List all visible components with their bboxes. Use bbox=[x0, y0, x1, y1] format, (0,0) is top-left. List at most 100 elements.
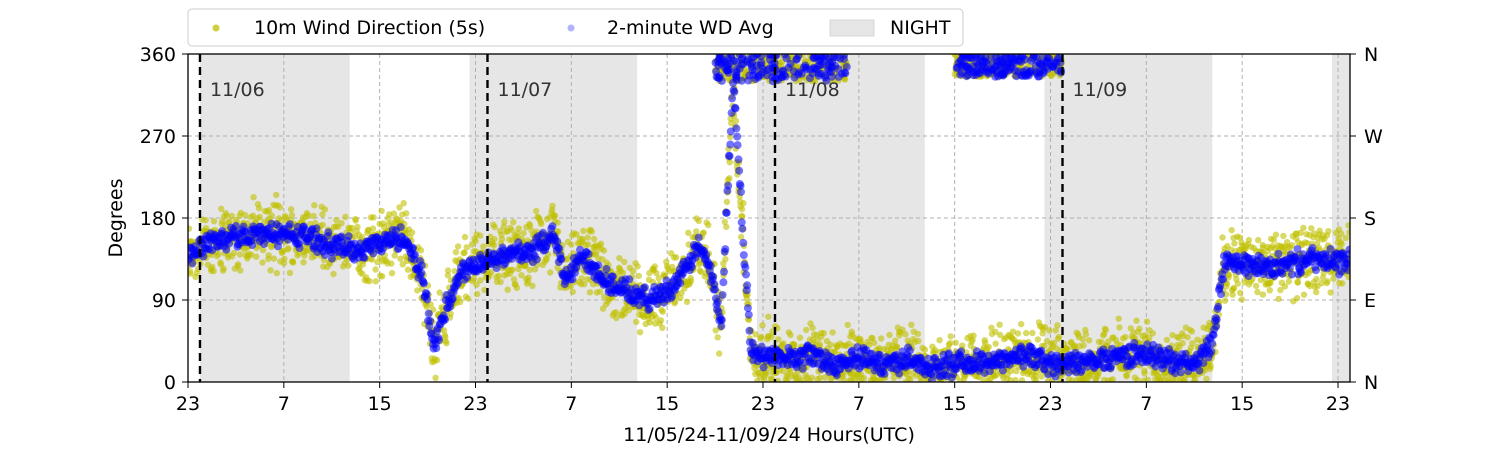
series-0-point bbox=[816, 341, 824, 348]
series-0-point bbox=[739, 213, 746, 220]
series-0-point bbox=[573, 231, 580, 238]
series-1-point bbox=[730, 87, 739, 96]
series-1-north-point bbox=[797, 69, 806, 78]
series-0-point bbox=[1252, 282, 1260, 290]
series-0-point bbox=[779, 367, 787, 375]
series-0-point bbox=[820, 330, 827, 337]
series-1-point bbox=[295, 244, 304, 252]
series-0-point bbox=[202, 217, 209, 224]
series-0-point bbox=[992, 328, 999, 336]
series-0-point bbox=[1330, 275, 1337, 282]
series-0-point bbox=[319, 211, 326, 218]
series-0-point bbox=[886, 331, 893, 339]
series-0-point bbox=[554, 219, 561, 226]
series-0-point bbox=[808, 374, 815, 381]
series-0-point bbox=[593, 249, 600, 256]
series-0-point bbox=[722, 256, 729, 263]
series-1-point bbox=[594, 261, 603, 270]
series-0-point bbox=[1338, 241, 1345, 248]
series-0-point bbox=[759, 322, 766, 329]
series-0-point bbox=[397, 255, 404, 262]
series-1-point bbox=[732, 124, 741, 133]
series-1-point bbox=[1176, 368, 1185, 377]
series-0-point bbox=[683, 298, 691, 305]
series-0-point bbox=[985, 343, 992, 351]
series-0-point bbox=[996, 331, 1004, 339]
series-0-point bbox=[391, 252, 398, 259]
series-0-point bbox=[289, 259, 297, 266]
series-1-point bbox=[694, 233, 703, 242]
series-0-point bbox=[1032, 377, 1040, 382]
series-0-point bbox=[404, 266, 412, 273]
series-1-point bbox=[188, 259, 197, 268]
series-0-point bbox=[1141, 370, 1148, 377]
series-1-point bbox=[713, 298, 722, 306]
series-1-point bbox=[724, 181, 733, 190]
series-0-point bbox=[726, 159, 733, 166]
series-0-point bbox=[988, 324, 995, 331]
series-0-point bbox=[1054, 322, 1061, 329]
series-0-point bbox=[635, 272, 642, 280]
series-0-point bbox=[613, 314, 620, 322]
series-0-point bbox=[584, 234, 591, 241]
series-0-point bbox=[952, 339, 959, 346]
series-1-point bbox=[285, 220, 294, 229]
series-1-north-point bbox=[717, 76, 726, 85]
series-0-point bbox=[659, 324, 666, 331]
series-0-point bbox=[388, 270, 396, 277]
series-0-point bbox=[434, 356, 441, 364]
series-0-point bbox=[1294, 279, 1302, 286]
series-0-point bbox=[473, 281, 480, 288]
series-0-point bbox=[345, 262, 352, 269]
series-0-point bbox=[1342, 234, 1350, 242]
series-0-point bbox=[1052, 327, 1059, 334]
series-0-point bbox=[1228, 227, 1235, 234]
series-1-point bbox=[735, 166, 744, 175]
series-0-point bbox=[657, 317, 665, 324]
series-0-point bbox=[417, 247, 425, 254]
series-0-point bbox=[1116, 324, 1123, 331]
series-0-point bbox=[286, 269, 294, 277]
series-0-point bbox=[1277, 286, 1284, 294]
series-0-point bbox=[188, 225, 193, 232]
series-1-point bbox=[737, 187, 745, 196]
series-0-point bbox=[285, 245, 292, 252]
series-0-point bbox=[980, 376, 987, 382]
series-0-point bbox=[488, 268, 495, 276]
series-1-point bbox=[584, 250, 593, 259]
series-0-point bbox=[653, 269, 660, 277]
series-0-point bbox=[440, 327, 448, 334]
series-0-point bbox=[369, 225, 377, 232]
series-0-point bbox=[444, 272, 452, 279]
series-0-point bbox=[472, 237, 479, 245]
series-0-point bbox=[774, 377, 781, 382]
series-0-point bbox=[1191, 376, 1199, 382]
series-0-point bbox=[1082, 331, 1090, 338]
series-0-point bbox=[621, 258, 628, 266]
series-0-point bbox=[432, 374, 439, 381]
series-0-point bbox=[304, 212, 312, 219]
series-0-point bbox=[366, 277, 373, 285]
series-1-point bbox=[718, 291, 727, 299]
night-band-4 bbox=[1332, 54, 1350, 382]
series-0-point bbox=[567, 283, 574, 290]
series-1-point bbox=[676, 279, 685, 288]
series-0-point bbox=[342, 213, 349, 220]
series-0-point bbox=[1014, 330, 1022, 337]
series-0-point bbox=[1009, 328, 1017, 335]
series-1-point bbox=[706, 261, 715, 270]
series-0-point bbox=[1144, 376, 1151, 382]
series-0-point bbox=[220, 265, 227, 272]
series-0-point bbox=[463, 244, 470, 251]
series-0-point bbox=[791, 342, 798, 349]
series-1-north-point bbox=[842, 62, 851, 71]
series-0-point bbox=[902, 331, 909, 338]
series-0-point bbox=[780, 340, 787, 347]
series-0-point bbox=[893, 343, 901, 350]
series-0-point bbox=[1022, 329, 1030, 337]
series-0-point bbox=[1050, 339, 1058, 347]
series-0-point bbox=[1293, 295, 1301, 302]
series-0-point bbox=[241, 211, 249, 219]
series-1-point bbox=[742, 270, 750, 279]
series-0-point bbox=[768, 333, 775, 341]
